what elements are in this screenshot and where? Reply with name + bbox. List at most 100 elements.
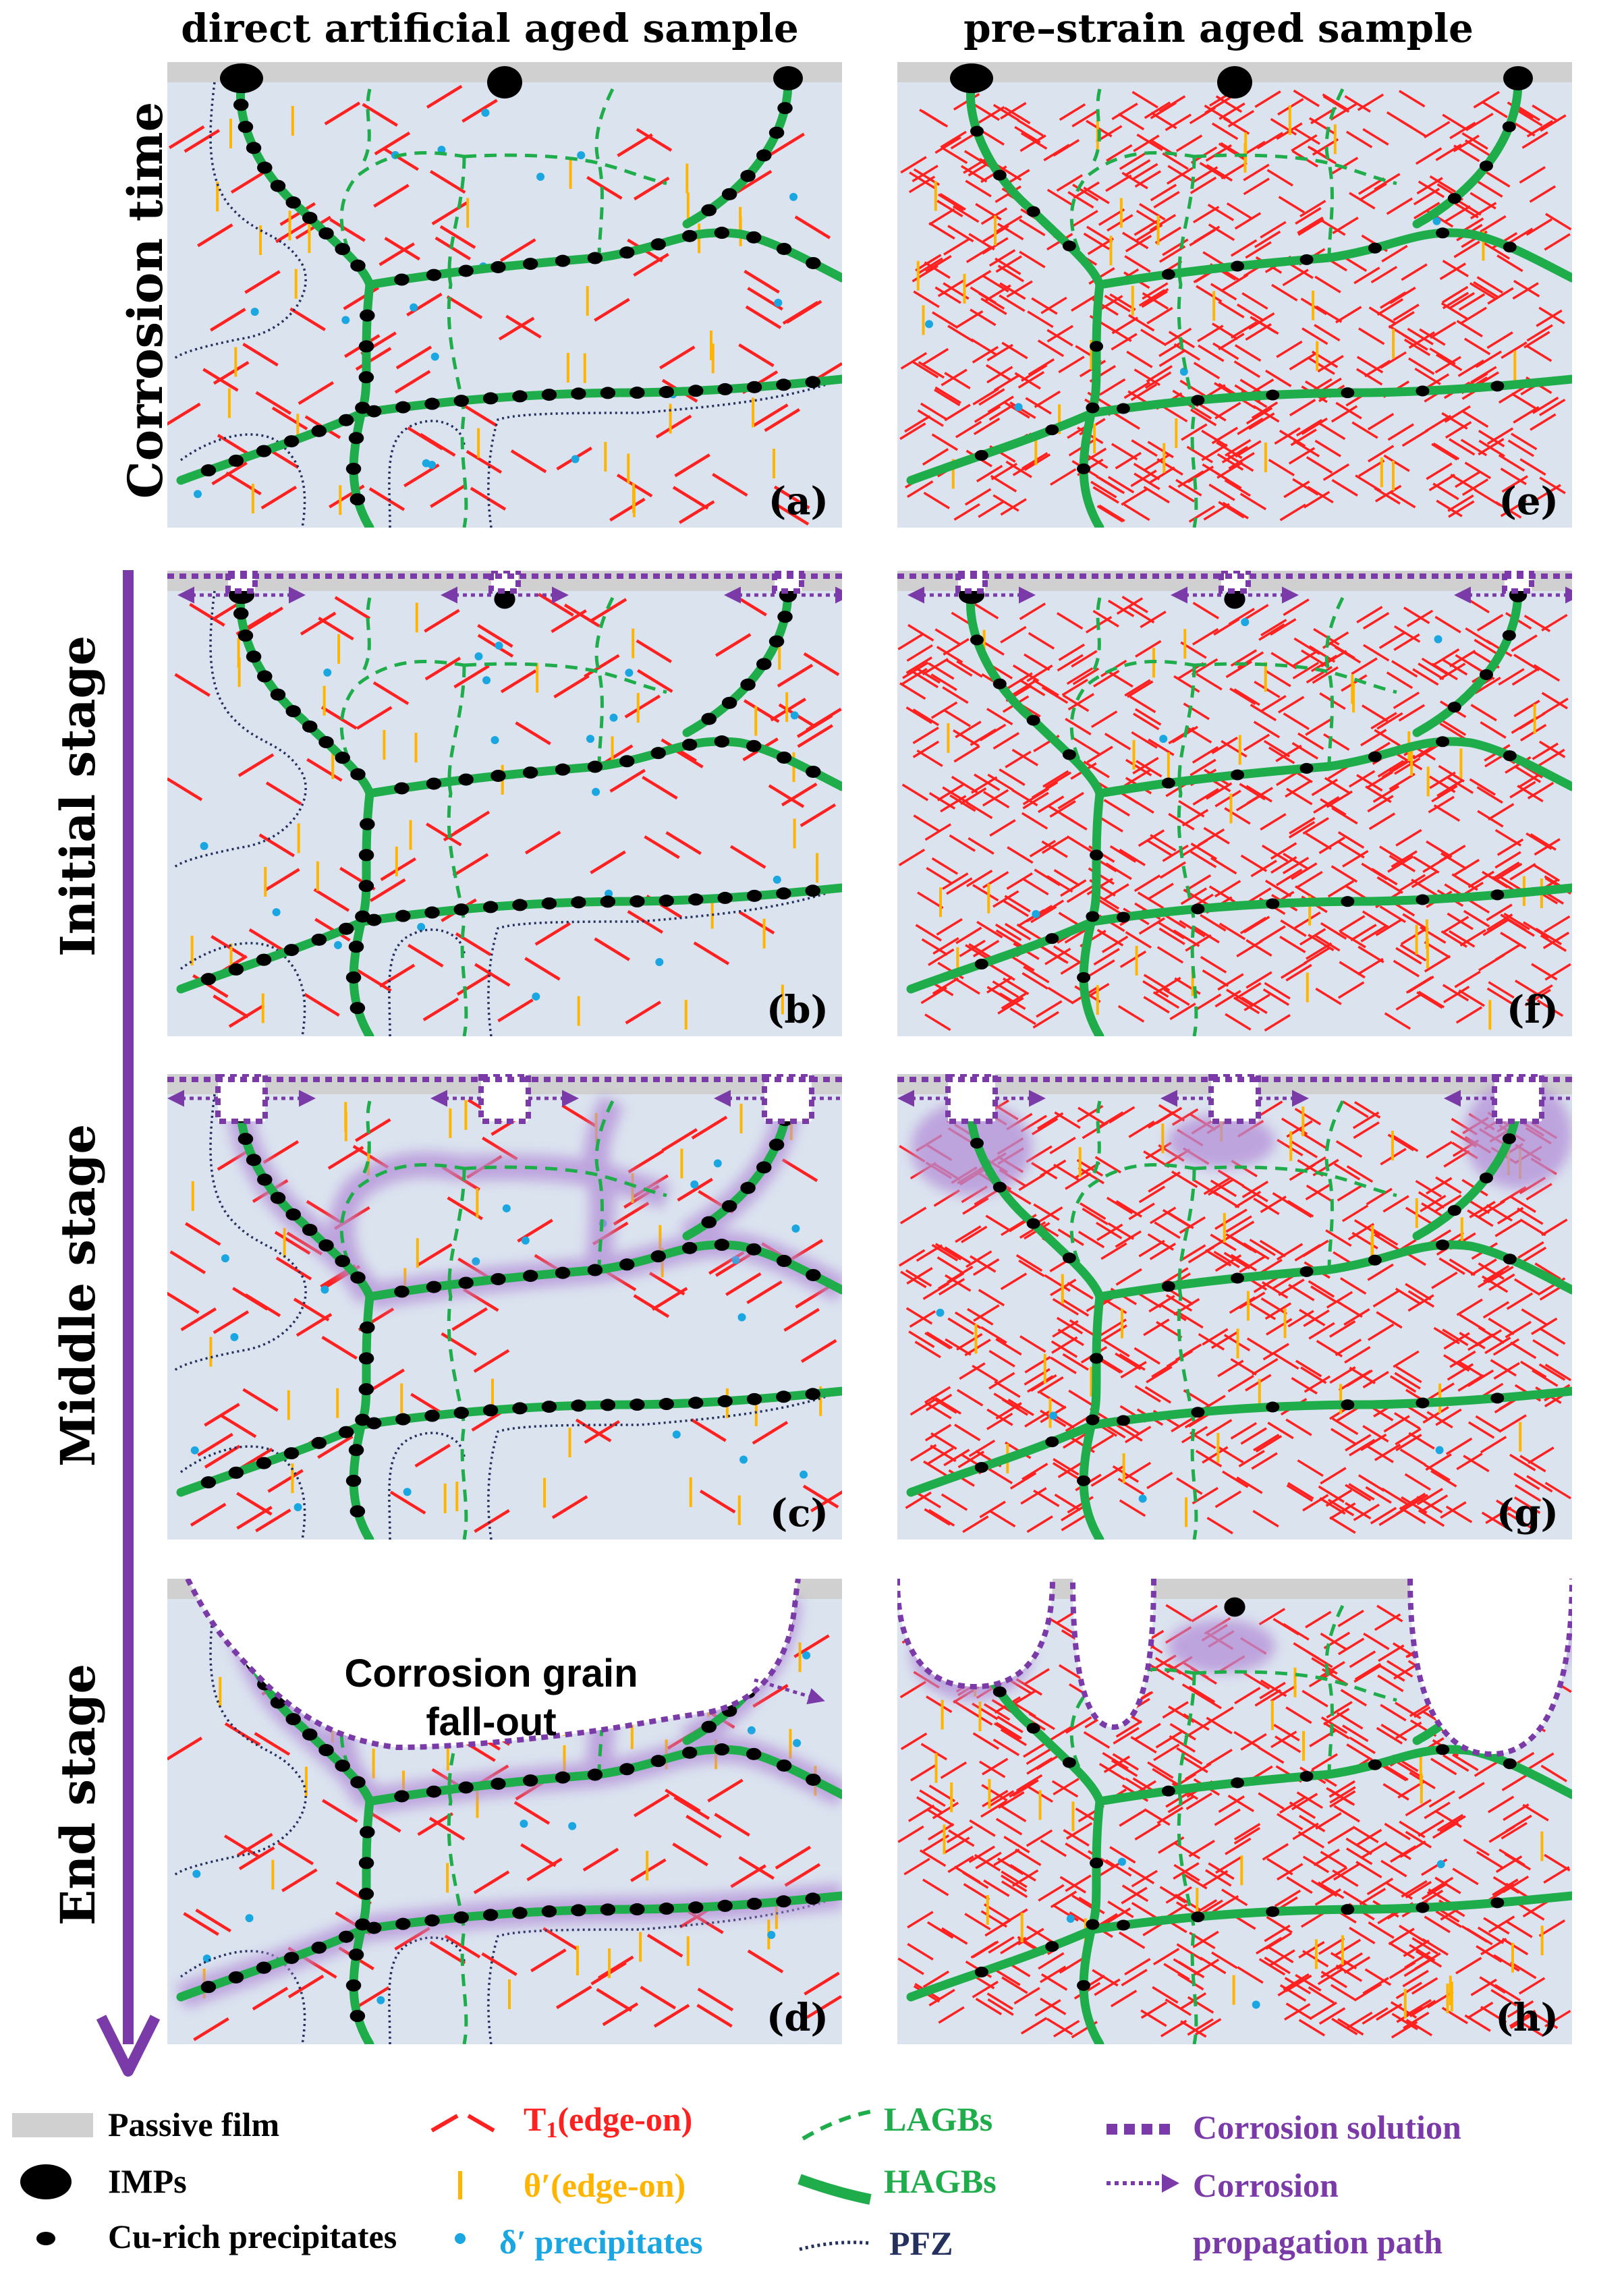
t1-precipitate bbox=[936, 200, 963, 218]
t1-precipitate bbox=[195, 1909, 231, 1933]
cu-rich-precipitate bbox=[358, 1857, 374, 1869]
t1-precipitate bbox=[1295, 1973, 1322, 1992]
cu-rich-precipitate bbox=[806, 1773, 821, 1786]
t1-precipitate bbox=[1395, 992, 1422, 1011]
t1-precipitate bbox=[924, 1013, 951, 1032]
t1-precipitate bbox=[1426, 1411, 1453, 1429]
t1-precipitate bbox=[1394, 1372, 1421, 1390]
t1-precipitate bbox=[964, 1339, 991, 1357]
t1-precipitate bbox=[1276, 868, 1303, 887]
t1-precipitate bbox=[947, 325, 974, 343]
t1-precipitate bbox=[989, 819, 1016, 837]
corrosion-pit bbox=[1073, 1579, 1154, 1727]
delta-precipitate bbox=[482, 676, 491, 685]
cu-rich-precipitate bbox=[512, 1402, 528, 1415]
t1-precipitate bbox=[945, 1338, 972, 1356]
cu-rich-precipitate bbox=[1077, 1475, 1091, 1486]
delta-precipitate bbox=[739, 1455, 748, 1464]
t1-precipitate bbox=[1439, 722, 1466, 740]
t1-precipitate bbox=[1476, 614, 1504, 632]
t1-precipitate bbox=[242, 343, 279, 367]
t1-precipitate bbox=[1109, 293, 1136, 311]
t1-precipitate bbox=[775, 1845, 812, 1869]
cu-rich-precipitate bbox=[1062, 749, 1076, 760]
t1-precipitate bbox=[1148, 1295, 1175, 1313]
t1-precipitate bbox=[1149, 1206, 1177, 1225]
cu-rich-precipitate bbox=[270, 1191, 286, 1204]
t1-precipitate bbox=[1121, 171, 1148, 190]
t1-precipitate bbox=[1320, 1467, 1347, 1485]
t1-precipitate bbox=[1337, 981, 1365, 999]
t1-precipitate bbox=[1416, 1488, 1444, 1506]
t1-precipitate bbox=[1020, 132, 1048, 150]
t1-precipitate bbox=[1517, 1241, 1544, 1259]
t1-precipitate bbox=[1020, 1487, 1047, 1505]
t1-precipitate bbox=[1102, 883, 1129, 901]
t1-precipitate bbox=[1449, 1258, 1476, 1276]
delta-precipitate bbox=[474, 652, 483, 660]
cu-rich-precipitate bbox=[1161, 269, 1175, 280]
t1-precipitate bbox=[899, 1681, 927, 1699]
cu-rich-precipitate bbox=[1116, 403, 1130, 414]
panel-label-f: (f) bbox=[1507, 988, 1559, 1032]
t1-precipitate bbox=[1243, 163, 1270, 181]
t1-precipitate bbox=[1088, 959, 1115, 977]
t1-precipitate bbox=[944, 709, 971, 727]
t1-precipitate bbox=[1434, 615, 1461, 634]
t1-precipitate bbox=[1418, 1819, 1445, 1837]
cu-rich-precipitate bbox=[246, 142, 262, 154]
t1-precipitate bbox=[995, 255, 1022, 273]
t1-precipitate bbox=[940, 130, 967, 148]
t1-precipitate bbox=[1009, 1471, 1037, 1490]
row-title-end-stage: End stage bbox=[50, 1664, 106, 1925]
t1-precipitate bbox=[1381, 244, 1408, 262]
t1-precipitate bbox=[1243, 733, 1270, 752]
t1-precipitate bbox=[1367, 1445, 1394, 1463]
t1-precipitate bbox=[1387, 855, 1414, 873]
t1-precipitate bbox=[264, 868, 300, 892]
delta-precipitate bbox=[737, 1313, 746, 1322]
cu-rich-precipitate bbox=[629, 895, 645, 908]
t1-precipitate bbox=[1424, 1915, 1451, 1934]
t1-precipitate bbox=[379, 242, 415, 266]
t1-precipitate bbox=[1077, 1166, 1104, 1185]
t1-precipitate bbox=[1234, 212, 1262, 230]
t1-precipitate bbox=[907, 1804, 935, 1822]
t1-precipitate bbox=[1329, 1786, 1356, 1804]
t1-precipitate bbox=[1388, 1941, 1416, 1959]
cu-rich-precipitate bbox=[283, 435, 300, 448]
t1-precipitate bbox=[1301, 327, 1328, 345]
cu-rich-precipitate bbox=[1416, 1902, 1430, 1913]
cu-rich-precipitate bbox=[318, 1239, 334, 1252]
cu-rich-precipitate bbox=[285, 1208, 301, 1221]
cu-rich-precipitate bbox=[458, 1276, 474, 1289]
t1-precipitate bbox=[932, 311, 959, 329]
t1-precipitate bbox=[1038, 795, 1065, 814]
t1-precipitate bbox=[1221, 162, 1248, 179]
panel-label-b: (b) bbox=[766, 988, 829, 1032]
t1-precipitate bbox=[1245, 407, 1273, 425]
cu-rich-precipitate bbox=[360, 1826, 375, 1838]
delta-precipitate bbox=[194, 490, 202, 499]
t1-precipitate bbox=[1378, 1664, 1405, 1682]
t1-precipitate bbox=[1063, 1829, 1090, 1847]
t1-precipitate bbox=[267, 1469, 304, 1493]
t1-precipitate bbox=[1303, 1310, 1330, 1328]
t1-precipitate bbox=[1395, 828, 1422, 847]
t1-precipitate bbox=[1408, 1432, 1435, 1450]
t1-precipitate bbox=[956, 660, 983, 678]
t1-precipitate bbox=[1377, 1675, 1404, 1693]
lagb bbox=[1324, 1100, 1345, 1270]
t1-precipitate bbox=[281, 1868, 318, 1892]
t1-precipitate bbox=[1402, 1969, 1429, 1988]
t1-precipitate bbox=[1486, 331, 1513, 349]
t1-precipitate bbox=[1439, 718, 1467, 736]
t1-precipitate bbox=[1185, 1792, 1212, 1810]
t1-precipitate bbox=[1001, 1398, 1029, 1416]
t1-precipitate bbox=[1059, 1876, 1086, 1894]
t1-precipitate bbox=[1289, 399, 1316, 417]
t1-precipitate bbox=[897, 1957, 924, 1975]
t1-precipitate bbox=[930, 1432, 957, 1451]
t1-precipitate bbox=[1053, 1458, 1080, 1476]
t1-precipitate bbox=[1399, 943, 1427, 961]
